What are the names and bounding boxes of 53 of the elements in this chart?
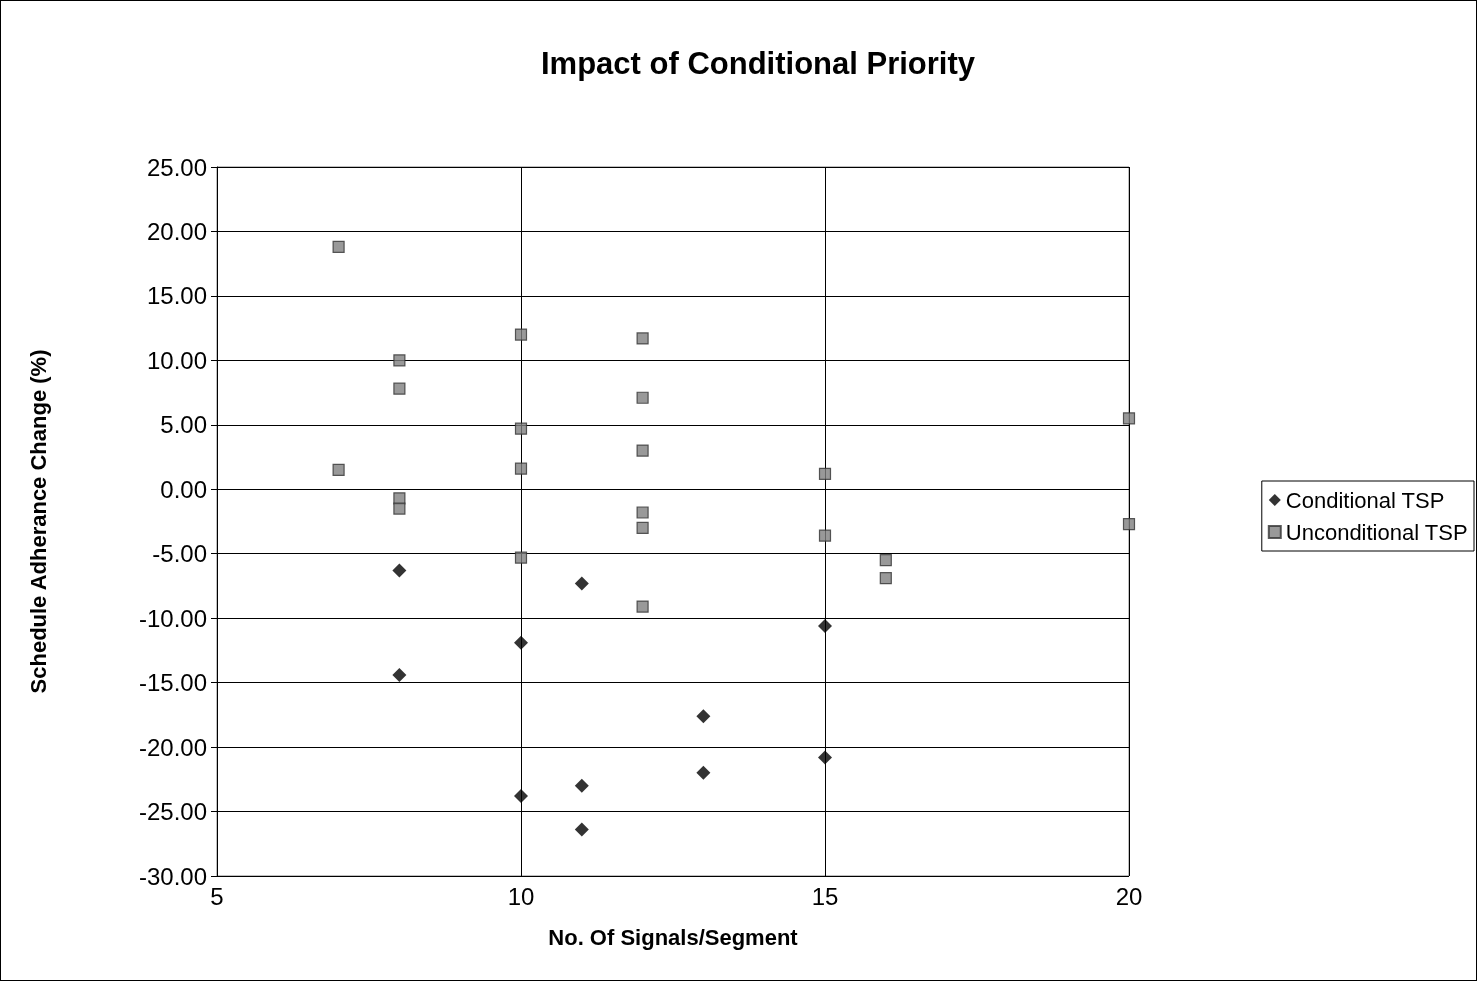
y-tick-label: -30.00 bbox=[138, 862, 207, 890]
point bbox=[636, 600, 649, 613]
point bbox=[514, 422, 528, 435]
point bbox=[514, 635, 528, 650]
point bbox=[393, 382, 406, 395]
y-tick-label: -25.00 bbox=[138, 798, 207, 826]
point bbox=[696, 765, 711, 780]
point bbox=[636, 521, 649, 535]
x-tick-label: 20 bbox=[1115, 882, 1143, 910]
point bbox=[514, 328, 528, 341]
x-tick-label: 5 bbox=[210, 882, 224, 910]
point bbox=[574, 778, 589, 793]
point bbox=[636, 391, 649, 404]
y-tick-label: 10.00 bbox=[146, 346, 207, 374]
point bbox=[818, 467, 832, 480]
point bbox=[392, 667, 407, 682]
point bbox=[1122, 412, 1136, 425]
point bbox=[514, 462, 528, 475]
y-tick-label: 5.00 bbox=[160, 411, 207, 439]
y-tick-label: 20.00 bbox=[146, 217, 207, 245]
legend-label: Unconditional TSP bbox=[1285, 519, 1468, 545]
point bbox=[332, 463, 345, 477]
y-tick-label: -20.00 bbox=[138, 733, 207, 761]
y-tick-label: -10.00 bbox=[138, 604, 207, 632]
point bbox=[574, 822, 589, 837]
point bbox=[1122, 517, 1136, 531]
x-tick-label: 15 bbox=[811, 882, 839, 910]
point bbox=[392, 563, 407, 578]
point bbox=[696, 709, 711, 724]
y-tick-label: 15.00 bbox=[146, 282, 207, 310]
point bbox=[818, 618, 832, 633]
point bbox=[393, 502, 406, 515]
point bbox=[636, 332, 649, 345]
point bbox=[393, 354, 406, 367]
legend-label: Conditional TSP bbox=[1285, 487, 1445, 513]
x-tick-label: 10 bbox=[507, 882, 535, 910]
point bbox=[636, 506, 649, 519]
point bbox=[879, 554, 892, 567]
point bbox=[332, 240, 345, 254]
x-axis-title: No. Of Signals/Segment bbox=[548, 924, 799, 950]
y-axis-title: Schedule Adherance Change (%) bbox=[25, 349, 51, 694]
chart-title: Impact of Conditional Priority bbox=[540, 46, 976, 81]
y-tick-label: -15.00 bbox=[138, 669, 207, 697]
point bbox=[636, 444, 649, 457]
y-tick-label: 0.00 bbox=[160, 475, 207, 503]
point bbox=[514, 789, 528, 804]
y-tick-label: 25.00 bbox=[146, 153, 207, 181]
point bbox=[818, 750, 832, 765]
point bbox=[879, 572, 892, 585]
point bbox=[574, 576, 589, 591]
point bbox=[514, 551, 528, 564]
y-tick-label: -5.00 bbox=[152, 540, 207, 568]
point bbox=[818, 529, 832, 542]
